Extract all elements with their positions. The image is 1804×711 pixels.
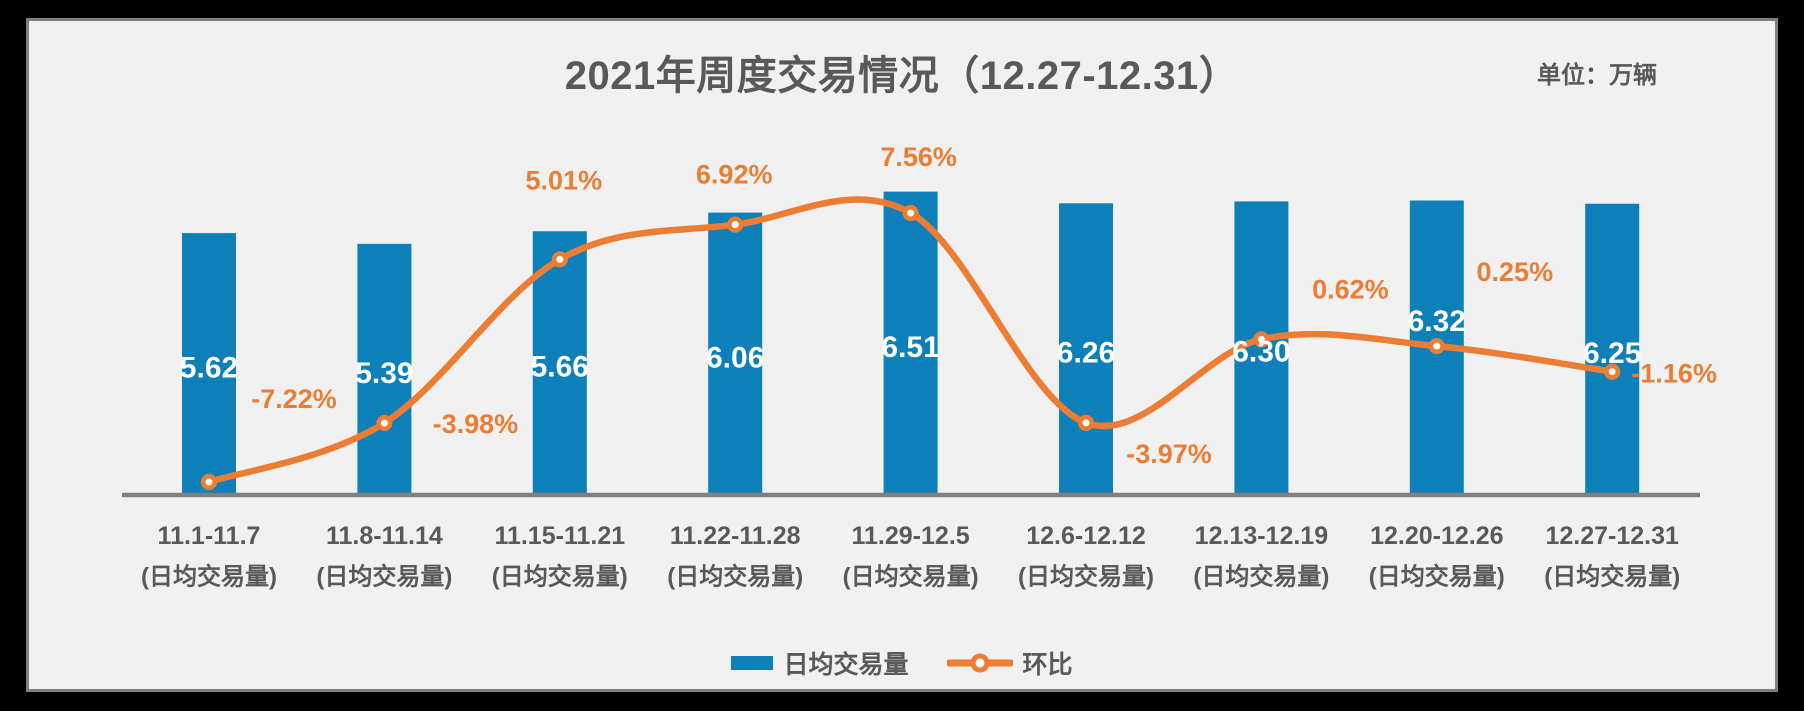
line-marker-11.29-12.5 <box>902 204 919 222</box>
bar-11.8-11.14 <box>357 243 412 495</box>
bar-12.27-12.31 <box>1585 203 1640 495</box>
x-axis-label-sub: (日均交易量) <box>316 563 452 591</box>
x-axis-label-sub: (日均交易量) <box>1369 563 1505 591</box>
line-marker-11.15-11.21 <box>551 251 568 268</box>
bar-value-label: 6.30 <box>1232 336 1290 369</box>
pct-change-label: 0.25% <box>1477 257 1554 287</box>
line-marker-12.27-12.31 <box>1604 363 1621 380</box>
line-marker-icon <box>946 653 1013 673</box>
pct-change-line <box>205 196 1616 486</box>
x-axis-label-week: 12.27-12.31 <box>1545 522 1679 550</box>
x-axis-label-week: 11.22-11.28 <box>670 522 801 550</box>
bar-value-label: 6.26 <box>1057 337 1115 370</box>
x-axis-label-week: 11.8-11.14 <box>326 522 443 550</box>
x-axis-label-sub: (日均交易量) <box>667 563 803 591</box>
line-marker-12.6-12.12 <box>1077 414 1095 431</box>
bar-12.6-12.12 <box>1059 203 1113 495</box>
legend-item-line: 环比 <box>946 645 1073 681</box>
legend-bar-label: 日均交易量 <box>783 651 909 679</box>
line-marker-12.13-12.19 <box>1253 331 1270 348</box>
x-axis-label-week: 11.1-11.7 <box>158 522 261 550</box>
x-axis-label-sub: (日均交易量) <box>843 563 979 591</box>
pct-change-label: 0.62% <box>1312 274 1389 304</box>
pct-change-label: 6.92% <box>696 160 773 190</box>
line-marker-11.1-11.7 <box>200 473 218 491</box>
pct-change-label: 5.01% <box>526 165 603 195</box>
bar-value-label: 5.62 <box>180 352 238 385</box>
unit-label: 单位：万辆 <box>1537 62 1657 89</box>
x-axis-label-week: 12.13-12.19 <box>1195 522 1328 550</box>
pct-change-label: 7.56% <box>880 142 957 172</box>
x-axis-label-week: 11.29-12.5 <box>852 522 970 550</box>
x-axis-label-week: 12.6-12.12 <box>1026 522 1146 550</box>
legend-item-bar: 日均交易量 <box>731 645 909 681</box>
chart-legend: 日均交易量 环比 <box>29 645 1775 681</box>
pct-change-label: -1.16% <box>1631 359 1717 389</box>
x-axis-label-sub: (日均交易量) <box>1018 563 1154 591</box>
x-axis-label-week: 11.15-11.21 <box>494 522 625 550</box>
bar-11.22-11.28 <box>708 212 763 495</box>
bar-value-label: 5.39 <box>355 357 413 390</box>
line-marker-11.8-11.14 <box>376 414 393 432</box>
pct-change-label: -3.97% <box>1126 439 1212 469</box>
x-axis-label-sub: (日均交易量) <box>492 563 628 591</box>
bar-value-label: 6.51 <box>881 331 939 364</box>
combo-chart-plot: 5.62 5.39 5.66 6.06 6.51 6.26 6.30 6.32 6.25 -7.2… <box>122 142 1717 591</box>
bar-11.1-11.7 <box>182 233 236 495</box>
bar-value-label: 6.25 <box>1583 337 1641 370</box>
chart-title: 2021年周度交易情况（12.27-12.31） <box>564 54 1240 98</box>
bar-swatch-icon <box>731 656 774 670</box>
bar-11.29-12.5 <box>883 191 938 495</box>
x-axis-label-week: 12.20-12.26 <box>1370 522 1503 550</box>
chart-panel: 5.62 5.39 5.66 6.06 6.51 6.26 6.30 6.32 6.25 -7.2… <box>26 18 1778 692</box>
x-axis-label-sub: (日均交易量) <box>141 563 277 591</box>
line-marker-12.20-12.26 <box>1428 337 1445 355</box>
pct-change-label: -3.98% <box>433 409 519 439</box>
legend-line-label: 环比 <box>1022 651 1073 679</box>
line-marker-11.22-11.28 <box>727 216 744 233</box>
x-axis-label-sub: (日均交易量) <box>1193 563 1329 591</box>
pct-change-label: -7.22% <box>251 384 337 414</box>
bar-value-label: 6.32 <box>1408 305 1466 338</box>
bar-value-label: 6.06 <box>706 341 764 374</box>
bar-value-label: 5.66 <box>531 351 589 384</box>
x-axis-label-sub: (日均交易量) <box>1544 563 1680 591</box>
